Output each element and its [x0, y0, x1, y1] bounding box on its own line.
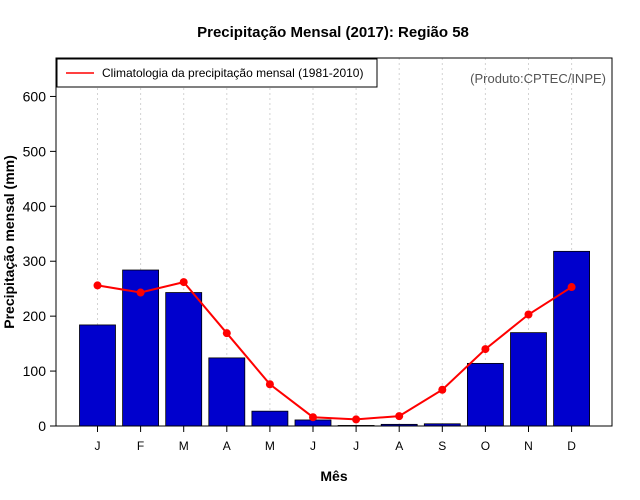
- climatology-line-group: [93, 278, 576, 424]
- credit-text: (Produto:CPTEC/INPE): [470, 71, 606, 86]
- x-tick-label: J: [310, 439, 316, 453]
- x-tick-label: A: [395, 439, 403, 453]
- x-tick-label: J: [95, 439, 101, 453]
- legend-box: [56, 58, 378, 88]
- y-tick-label: 0: [38, 418, 46, 434]
- x-tick-label: A: [223, 439, 231, 453]
- x-tick-label: N: [524, 439, 533, 453]
- y-axis-label: Precipitação mensal (mm): [1, 155, 17, 329]
- climatology-point: [136, 288, 145, 297]
- x-tick-label: F: [137, 439, 144, 453]
- bar: [208, 357, 246, 427]
- y-tick-label: 600: [23, 88, 47, 104]
- x-tick-label: M: [179, 439, 189, 453]
- climatology-point: [438, 385, 447, 394]
- bar: [466, 362, 504, 427]
- bars-group: [79, 250, 590, 427]
- bar: [165, 292, 203, 427]
- x-tick-label: S: [438, 439, 446, 453]
- climatology-point: [93, 281, 102, 290]
- x-tick-label: M: [265, 439, 275, 453]
- climatology-point: [352, 415, 361, 424]
- climatology-point: [265, 380, 274, 389]
- climatology-point: [179, 278, 188, 287]
- chart-title: Precipitação Mensal (2017): Região 58: [197, 24, 469, 41]
- x-tick-label: O: [481, 439, 490, 453]
- y-axis: 0 100 200 300 400 500 600: [23, 88, 56, 434]
- climatology-point: [524, 310, 533, 319]
- y-tick-label: 100: [23, 363, 47, 379]
- climatology-point: [222, 329, 231, 338]
- x-tick-label: D: [567, 439, 576, 453]
- bar: [251, 410, 289, 427]
- plot-frame: [55, 57, 613, 427]
- x-axis-label: Mês: [320, 468, 347, 484]
- bar: [553, 250, 590, 427]
- y-tick-label: 400: [23, 198, 47, 214]
- bar: [510, 332, 547, 427]
- legend: Climatologia da precipitação mensal (198…: [56, 58, 378, 88]
- bar: [79, 324, 116, 427]
- x-tick-label: J: [353, 439, 359, 453]
- climatology-point: [567, 283, 576, 292]
- y-tick-label: 300: [23, 253, 47, 269]
- climatology-line: [97, 280, 573, 421]
- y-tick-label: 500: [23, 143, 47, 159]
- y-tick-label: 200: [23, 308, 47, 324]
- climatology-point: [395, 412, 404, 421]
- legend-label-climatology: Climatologia da precipitação mensal (198…: [102, 66, 363, 80]
- climatology-point: [481, 345, 490, 354]
- climatology-point: [309, 413, 317, 422]
